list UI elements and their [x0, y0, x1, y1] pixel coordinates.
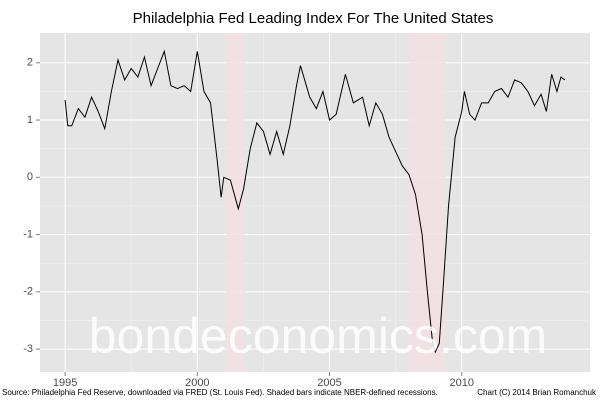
watermark: bondeconomics.com — [89, 308, 548, 364]
y-tick-label: 2 — [27, 57, 33, 69]
y-tick-label: -3 — [23, 343, 33, 355]
chart-title: Philadelphia Fed Leading Index For The U… — [133, 10, 494, 27]
data-line — [64, 49, 566, 354]
y-tick-label: -1 — [23, 228, 33, 240]
source-note: Source: Philadelphia Fed Reserve, downlo… — [2, 388, 438, 397]
recession-band — [226, 33, 245, 372]
recession-band — [408, 33, 446, 372]
x-tick-label: 1995 — [53, 377, 77, 389]
y-tick-label: 0 — [27, 171, 33, 183]
x-tick-label: 2005 — [317, 377, 341, 389]
plot-area: -3 -2 -1 0 1 2 1995 2000 2005 2010 bondeconomics.c… — [23, 33, 590, 389]
credit: Chart (C) 2014 Brian Romanchuk — [477, 388, 597, 397]
x-tick-label: 2010 — [450, 377, 474, 389]
y-tick-label: -2 — [23, 286, 33, 298]
y-tick-label: 1 — [27, 114, 33, 126]
x-tick-label: 2000 — [185, 377, 209, 389]
